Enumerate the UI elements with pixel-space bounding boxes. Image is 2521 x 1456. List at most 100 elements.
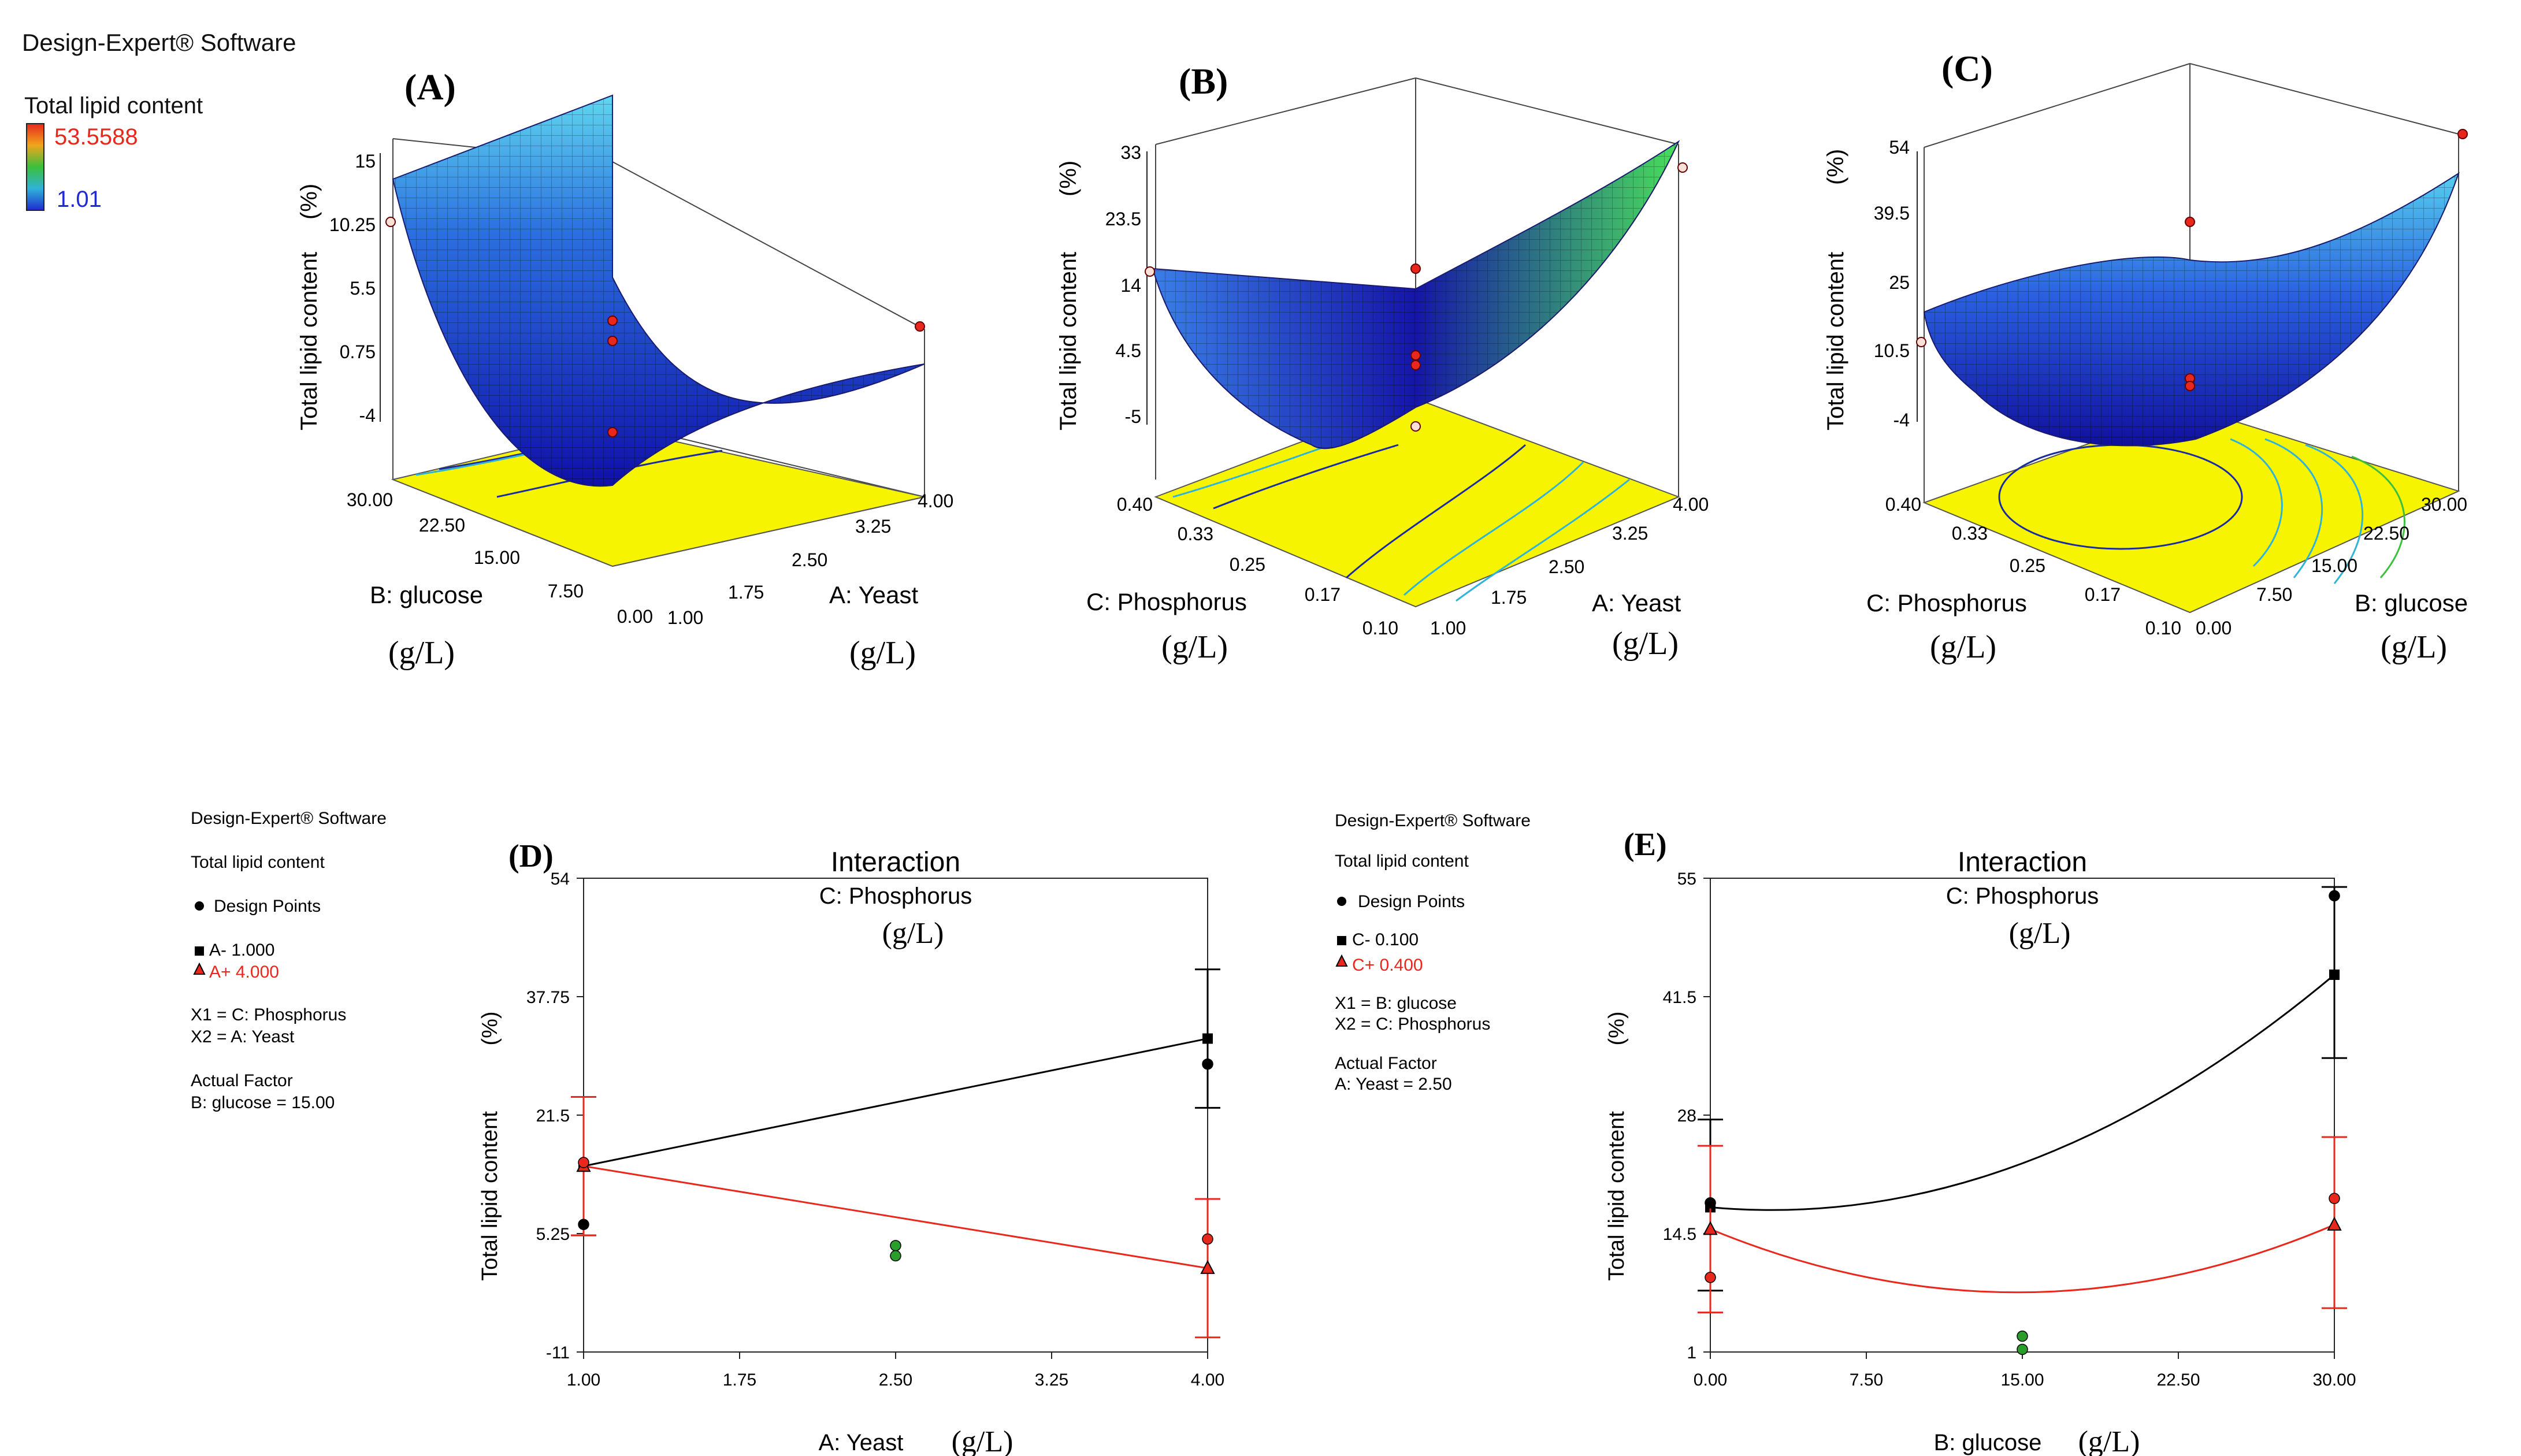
design-point-b — [1410, 360, 1421, 370]
x-tick-label-d: 1.75 — [723, 1370, 756, 1390]
z-tick-a-2: 5.5 — [350, 278, 376, 299]
legend-e-low-marker — [1337, 936, 1346, 945]
design-point-b — [1410, 350, 1421, 361]
base-contour-b4 — [1404, 461, 1584, 596]
response-surface-a-mesh — [393, 95, 925, 486]
series-marker-e — [2329, 970, 2340, 980]
panel-letter-e: (E) — [1624, 827, 1667, 863]
design-point-e — [1705, 1197, 1716, 1209]
interaction-chart-e: Interaction C: Phosphorus (g/L) 0.00 7.50 15.… — [1605, 847, 2356, 1456]
z-tick-b-4: -5 — [1125, 406, 1141, 427]
y-axis-label-e: Total lipid content — [1605, 1111, 1629, 1281]
z-tick-c-3: 10.5 — [1874, 340, 1910, 361]
left-axis-label-b: C: Phosphorus — [1086, 588, 1247, 615]
z-tick-b-2: 14 — [1120, 275, 1141, 296]
series-marker-e — [1703, 1221, 1718, 1235]
left-axis-unit-b: (g/L) — [1161, 629, 1228, 665]
surface-plot-a: (A) 15 10.25 5.5 0.75 -4 Total lipid con… — [296, 66, 953, 671]
base-contour-b5 — [1456, 478, 1630, 602]
right-axis-label-c: B: glucose — [2355, 589, 2468, 616]
legend-d-low: A- 1.000 — [209, 941, 274, 960]
right-tick-c-2: 15.00 — [2311, 555, 2357, 576]
z-axis-label-a: Total lipid content — [296, 252, 322, 430]
legend-d-low-marker — [195, 946, 204, 956]
legend-d-x1: X1 = C: Phosphorus — [191, 1005, 346, 1024]
design-point-b — [1410, 263, 1421, 274]
right-tick-b-3: 3.25 — [1612, 523, 1648, 544]
legend-e-actual-value: A: Yeast = 2.50 — [1335, 1075, 1452, 1094]
plot-box-c — [1924, 63, 2459, 503]
y-axis-unit-e: (%) — [1605, 1011, 1629, 1045]
base-contour-c5 — [2351, 455, 2405, 578]
z-tick-c-0: 54 — [1889, 137, 1910, 158]
chart-subtitle-d: C: Phosphorus — [819, 883, 972, 909]
design-point-b — [1410, 421, 1421, 432]
base-contour-c2 — [2230, 438, 2283, 567]
right-tick-c-3: 22.50 — [2363, 523, 2409, 544]
x-tick-label-e: 7.50 — [1850, 1370, 1883, 1390]
colorbar — [26, 123, 44, 211]
chart-subtitle-unit-d: (g/L) — [882, 917, 944, 950]
y-tick-label-d: -11 — [546, 1343, 570, 1362]
legend-e-software: Design-Expert® Software — [1335, 811, 1531, 830]
series-line-e-0 — [1710, 974, 2335, 1211]
design-point-d — [1202, 1233, 1213, 1245]
design-point-e — [2329, 1193, 2340, 1205]
series-line-d-0 — [583, 1038, 1208, 1167]
design-point-d — [578, 1157, 589, 1168]
right-axis-label-a: A: Yeast — [829, 581, 918, 608]
legend-e-design-points: Design Points — [1358, 892, 1465, 911]
panel-letter-a: (A) — [404, 66, 456, 107]
design-point-a — [385, 217, 396, 227]
colorbar-max-label: 53.5588 — [54, 124, 138, 150]
design-point-c — [2185, 217, 2195, 227]
panel-letter-c: (C) — [1941, 48, 1993, 89]
z-axis-unit-c: (%) — [1823, 149, 1848, 185]
y-tick-label-e: 14.5 — [1663, 1225, 1696, 1244]
x-tick-label-d: 3.25 — [1035, 1370, 1068, 1390]
left-tick-b-0: 0.40 — [1117, 494, 1153, 515]
x-tick-label-d: 1.00 — [567, 1370, 600, 1390]
left-tick-b-4: 0.10 — [1362, 618, 1398, 638]
design-point-c — [2185, 381, 2195, 391]
left-axis-label-a: B: glucose — [370, 581, 483, 608]
panel-letter-b: (B) — [1179, 61, 1228, 102]
chart-subtitle-e: C: Phosphorus — [1946, 883, 2099, 909]
legend-d-high: A+ 4.000 — [209, 963, 279, 982]
chart-title-e: Interaction — [1958, 847, 2087, 878]
series-marker-e — [2327, 1216, 2342, 1231]
legend-e-actual-factor: Actual Factor — [1335, 1054, 1437, 1073]
design-point-e — [2017, 1330, 2028, 1342]
legend-e-design-point-marker — [1337, 897, 1346, 906]
plot-box-b — [1155, 77, 1679, 497]
legend-d-high-marker — [193, 962, 206, 975]
x-axis-unit-e: (g/L) — [2078, 1425, 2140, 1456]
left-tick-a-2: 15.00 — [474, 547, 520, 568]
design-point-b — [1145, 266, 1155, 277]
right-axis-unit-c: (g/L) — [2381, 629, 2447, 665]
design-point-e — [2329, 890, 2340, 902]
right-tick-c-4: 30.00 — [2421, 494, 2467, 515]
z-tick-b-1: 23.5 — [1105, 209, 1141, 229]
y-tick-label-e: 41.5 — [1663, 988, 1696, 1007]
z-tick-c-4: -4 — [1893, 410, 1910, 430]
legend-e-low: C- 0.100 — [1352, 930, 1419, 949]
left-tick-a-3: 7.50 — [548, 581, 584, 601]
left-tick-c-0: 0.40 — [1885, 494, 1921, 515]
legend-e-x2: X2 = C: Phosphorus — [1335, 1015, 1490, 1034]
right-axis-label-b: A: Yeast — [1592, 589, 1681, 616]
design-point-d — [890, 1240, 901, 1251]
legend-e-high: C+ 0.400 — [1352, 956, 1423, 975]
x-axis-label-d: A: Yeast — [819, 1430, 904, 1455]
series-marker-d — [1202, 1033, 1213, 1044]
z-tick-b-0: 33 — [1120, 142, 1141, 163]
z-tick-a-3: 0.75 — [340, 341, 376, 362]
right-tick-a-0: 1.00 — [667, 607, 703, 628]
x-tick-label-d: 4.00 — [1191, 1370, 1224, 1390]
chart-title-d: Interaction — [831, 847, 960, 878]
surface-plot-b: (B) 33 23.5 14 4.5 -5 Total lipid conten… — [1056, 61, 1709, 665]
right-axis-unit-b: (g/L) — [1612, 626, 1679, 662]
design-point-a — [607, 336, 618, 346]
left-tick-c-4: 0.10 — [2145, 618, 2181, 638]
z-axis-unit-a: (%) — [296, 184, 322, 220]
